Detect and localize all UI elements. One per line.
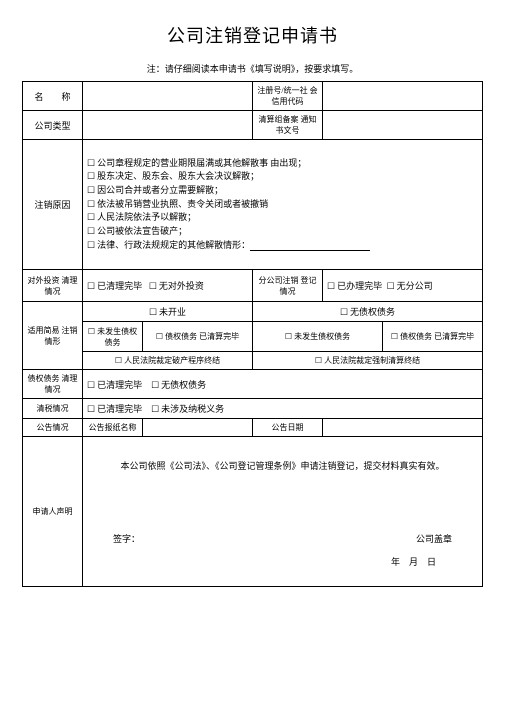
code-field[interactable]	[323, 82, 483, 111]
debt-cell: ☐已清理完毕 ☐无债权债务	[83, 370, 483, 399]
invest-cell: ☐已清理完毕 ☐无对外投资	[83, 270, 253, 302]
tax-a[interactable]: ☐已清理完毕	[87, 404, 142, 414]
type-field[interactable]	[83, 111, 253, 140]
doc-label: 清算组备案 通知书文号	[253, 111, 323, 140]
reason-4[interactable]: ☐依法被吊销营业执照、责令关闭或者被撤销	[87, 199, 478, 211]
reason-1[interactable]: ☐公司章程规定的营业期限届满或其他解散事 由出现；	[87, 158, 478, 170]
decl-text: 本公司依照《公司法》、《公司登记管理条例》申请注销登记，提交材料真实有效。	[93, 459, 472, 472]
paper-label: 公告报纸名称	[83, 419, 143, 437]
debt-b[interactable]: ☐无债权债务	[151, 380, 206, 390]
simple-m3[interactable]: ☐未发生债权债务	[253, 322, 383, 352]
branch-label: 分公司注销 登记情况	[253, 270, 323, 302]
reason-5[interactable]: ☐人民法院依法予以解散；	[87, 212, 478, 224]
decl-cell: 本公司依照《公司法》、《公司登记管理条例》申请注销登记，提交材料真实有效。 签字…	[83, 437, 483, 587]
sign-label: 签字：	[113, 532, 140, 545]
doc-title: 公司注销登记申请书	[22, 22, 483, 48]
paper-field[interactable]	[143, 419, 253, 437]
simple-m4[interactable]: ☐债权债务 已清算完毕	[383, 322, 483, 352]
seal-label: 公司盖章	[416, 532, 452, 545]
debt-label: 债权债务 清理情况	[23, 370, 83, 399]
doc-field[interactable]	[323, 111, 483, 140]
invest-a[interactable]: ☐已清理完毕	[87, 281, 142, 291]
notice-date-label: 公告日期	[253, 419, 323, 437]
form-table: 名 称 注册号/统一社 会信用代码 公司类型 清算组备案 通知书文号 注销原因 …	[22, 81, 483, 587]
simple-top-b[interactable]: ☐无债权债务	[253, 302, 483, 322]
tax-label: 清税情况	[23, 399, 83, 419]
name-label: 名 称	[23, 82, 83, 111]
date-label: 年 月 日	[93, 555, 436, 568]
simple-m1[interactable]: ☐未发生债权债务	[83, 322, 143, 352]
debt-a[interactable]: ☐已清理完毕	[87, 380, 142, 390]
notice-date-field[interactable]	[323, 419, 483, 437]
reason-6[interactable]: ☐公司被依法宣告破产；	[87, 226, 478, 238]
branch-cell: ☐已办理完毕 ☐无分公司	[323, 270, 483, 302]
branch-b[interactable]: ☐无分公司	[387, 281, 433, 291]
reason-2[interactable]: ☐股东决定、股东会、股东大会决议解散；	[87, 171, 478, 183]
tax-b[interactable]: ☐未涉及纳税义务	[151, 404, 224, 414]
type-label: 公司类型	[23, 111, 83, 140]
simple-b1[interactable]: ☐人民法院裁定破产程序终结	[83, 352, 253, 370]
branch-a[interactable]: ☐已办理完毕	[327, 281, 382, 291]
reason-label: 注销原因	[23, 140, 83, 270]
reason-7[interactable]: ☐法律、行政法规规定的其他解散情形：	[87, 240, 478, 252]
simple-top-a[interactable]: ☐未开业	[83, 302, 253, 322]
note: 注：请仔细阅读本申请书《填写说明》，按要求填写。	[22, 62, 483, 75]
code-label: 注册号/统一社 会信用代码	[253, 82, 323, 111]
invest-label: 对外投资 清理情况	[23, 270, 83, 302]
notice-label: 公告情况	[23, 419, 83, 437]
reason-cell: ☐公司章程规定的营业期限届满或其他解散事 由出现； ☐股东决定、股东会、股东大会…	[83, 140, 483, 270]
reason-3[interactable]: ☐因公司合并或者分立需要解散；	[87, 185, 478, 197]
simple-m2[interactable]: ☐债权债务 已清算完毕	[143, 322, 253, 352]
simple-b2[interactable]: ☐人民法院裁定强制清算终结	[253, 352, 483, 370]
simple-label: 适用简易 注销情形	[23, 302, 83, 370]
tax-cell: ☐已清理完毕 ☐未涉及纳税义务	[83, 399, 483, 419]
name-field[interactable]	[83, 82, 253, 111]
invest-b[interactable]: ☐无对外投资	[149, 281, 204, 291]
decl-label: 申请人声明	[23, 437, 83, 587]
